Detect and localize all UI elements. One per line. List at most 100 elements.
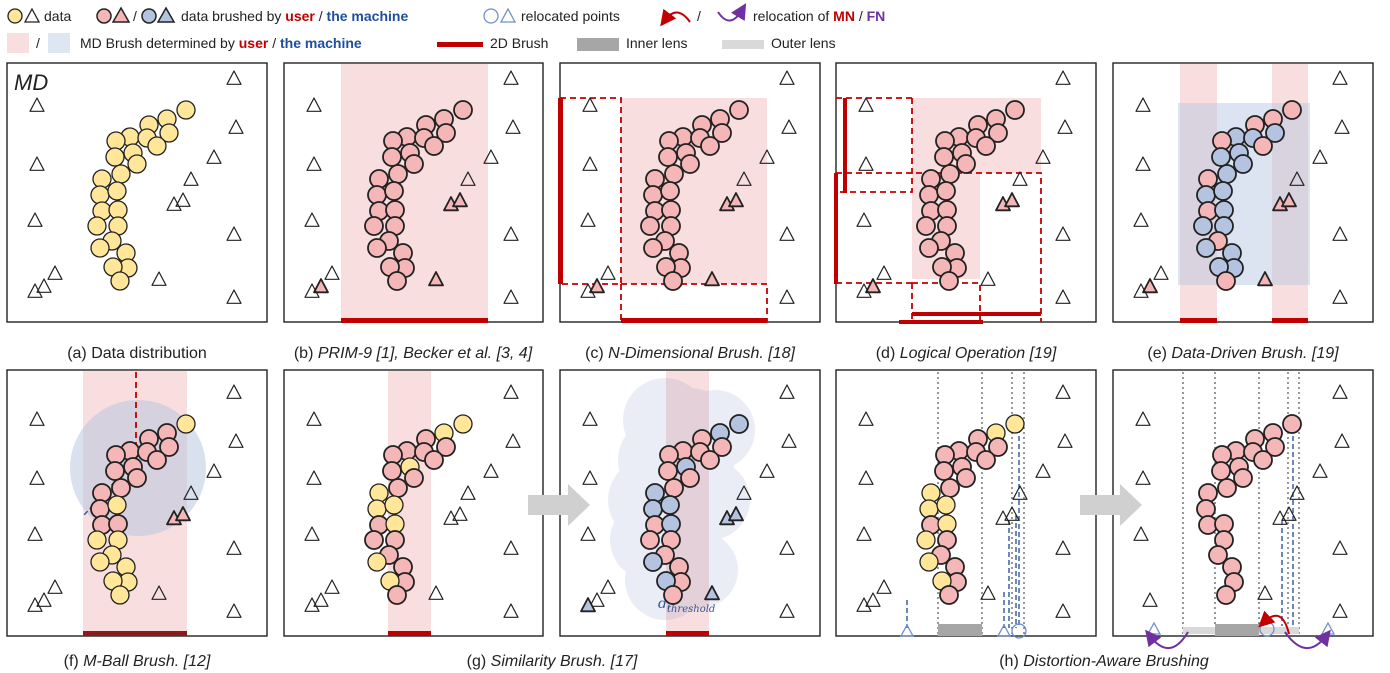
data-triangle <box>779 289 795 304</box>
data-triangle <box>1272 510 1288 525</box>
data-circle <box>934 461 954 481</box>
brush-2d-c-vertical <box>558 98 563 284</box>
data-circle <box>645 169 665 189</box>
data-circle <box>364 530 384 550</box>
data-circle <box>921 169 941 189</box>
data-circle <box>1217 478 1237 498</box>
panel-a-frame <box>6 62 268 323</box>
data-triangle <box>306 97 322 112</box>
legend-data-text: data <box>44 8 71 24</box>
data-triangle <box>503 289 519 304</box>
data-triangle <box>858 470 874 485</box>
data-circle <box>988 123 1008 143</box>
data-circle <box>1282 414 1302 434</box>
data-triangle <box>226 603 242 618</box>
data-circle <box>176 100 196 120</box>
data-circle <box>936 495 956 515</box>
data-triangle <box>779 603 795 618</box>
data-circle <box>664 164 684 184</box>
data-triangle <box>1055 70 1071 85</box>
data-triangle <box>980 271 996 286</box>
legend-blue-triangle-icon <box>156 6 176 23</box>
data-triangle <box>1332 603 1348 618</box>
data-triangle <box>304 597 320 612</box>
fn-relocation-arrow-left <box>1145 629 1189 649</box>
data-circle <box>367 499 387 519</box>
data-triangle <box>47 579 63 594</box>
data-triangle <box>1332 540 1348 555</box>
legend-md-brush-text: MD Brush determined by user / the machin… <box>80 35 362 51</box>
data-triangle <box>1332 289 1348 304</box>
legend-machine-brush-swatch <box>48 33 70 53</box>
data-triangle <box>27 212 43 227</box>
data-triangle <box>1289 171 1305 186</box>
data-triangle <box>313 592 329 607</box>
data-triangle <box>1035 463 1051 478</box>
data-triangle <box>600 265 616 280</box>
legend-relocated-text: relocated points <box>521 8 620 24</box>
legend: data / data brushed by user / the machin… <box>7 3 885 53</box>
data-triangle <box>503 70 519 85</box>
brush-2d-d-horizontal-2 <box>899 320 983 324</box>
legend-2d-brush-swatch <box>437 42 483 47</box>
data-circle <box>388 478 408 498</box>
data-circle <box>453 100 473 120</box>
data-circle <box>643 185 663 205</box>
data-circle <box>404 468 424 488</box>
data-triangle <box>1055 540 1071 555</box>
data-circle <box>436 437 456 457</box>
data-circle <box>988 437 1008 457</box>
data-circle <box>424 136 444 156</box>
data-triangle <box>313 278 329 294</box>
data-triangle <box>505 433 521 448</box>
data-triangle <box>856 526 872 541</box>
data-circle <box>940 164 960 184</box>
data-triangle <box>36 278 52 293</box>
data-circle <box>110 271 130 291</box>
data-triangle <box>1133 526 1149 541</box>
data-circle <box>364 216 384 236</box>
threshold-label: dthreshold <box>658 596 715 615</box>
data-circle <box>1282 100 1302 120</box>
data-triangle <box>856 597 872 612</box>
data-triangle <box>1281 506 1297 521</box>
brush-2d-g2 <box>666 631 709 636</box>
data-circle <box>1196 185 1216 205</box>
data-circle <box>729 100 749 120</box>
data-circle <box>712 123 732 143</box>
data-circle <box>658 147 678 167</box>
data-triangle <box>324 579 340 594</box>
data-triangle <box>1332 384 1348 399</box>
brush-c-dashed-left <box>560 97 622 285</box>
data-circle <box>643 238 663 258</box>
data-triangle <box>582 470 598 485</box>
data-circle <box>1211 461 1231 481</box>
data-triangle <box>1055 603 1071 618</box>
data-triangle <box>728 192 744 208</box>
data-circle <box>111 478 131 498</box>
data-triangle <box>1257 271 1273 287</box>
data-triangle <box>428 585 444 600</box>
legend-inner-lens-text: Inner lens <box>626 35 687 51</box>
data-triangle <box>151 585 167 600</box>
data-circle <box>645 483 665 503</box>
data-triangle <box>175 192 191 207</box>
data-circle <box>1198 483 1218 503</box>
captions: (a) Data distribution (b) PRIM-9 [1], Be… <box>64 345 1339 670</box>
data-circle <box>658 461 678 481</box>
data-triangle <box>505 119 521 134</box>
data-triangle <box>582 156 598 171</box>
brush-c-dashed-bottom <box>620 283 768 322</box>
legend-pink-triangle-icon <box>111 6 131 23</box>
data-triangle <box>452 192 468 208</box>
data-triangle <box>228 119 244 134</box>
data-triangle <box>736 485 752 500</box>
data-circle <box>111 164 131 184</box>
outer-lens-h2-right <box>1259 627 1299 634</box>
data-triangle <box>304 526 320 541</box>
brush-2d-d-vertical-1 <box>843 98 847 193</box>
relocated-points-h1 <box>899 623 1027 639</box>
data-triangle <box>580 597 596 613</box>
relocated-triangle <box>996 623 1012 637</box>
data-circle <box>159 437 179 457</box>
